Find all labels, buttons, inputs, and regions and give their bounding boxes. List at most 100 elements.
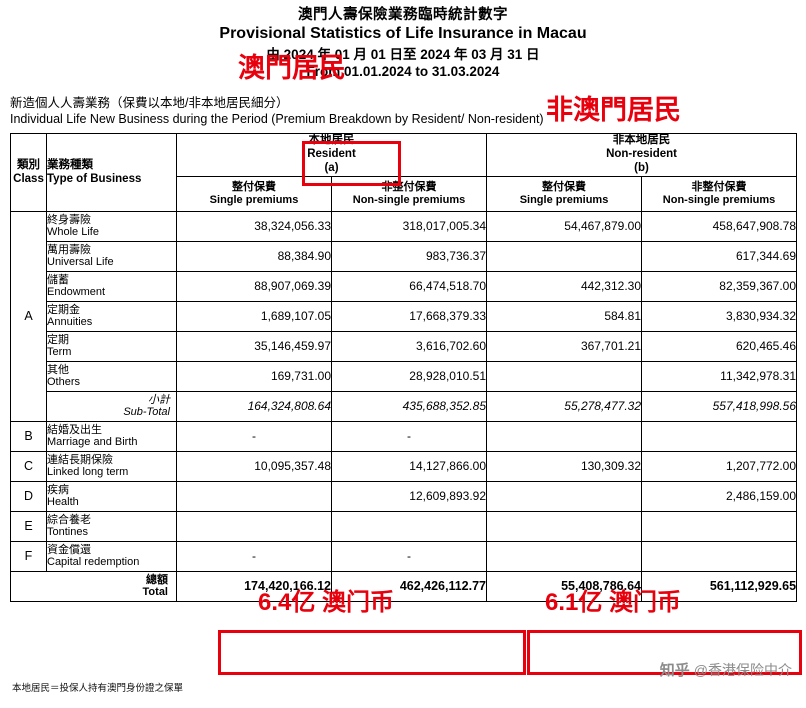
header-class-en: Class	[13, 172, 44, 185]
header-type-cn: 業務種類	[47, 158, 93, 171]
cell-value: 367,701.21	[486, 330, 643, 362]
class-letter-a: A	[10, 210, 47, 422]
cell-value	[486, 510, 643, 542]
cell-value	[486, 420, 643, 452]
table-row: 儲蓄 Endowment 88,907,069.39 66,474,518.70…	[11, 270, 798, 302]
cell-value	[641, 540, 798, 572]
header-res-single: 整付保費 Single premiums	[176, 175, 332, 212]
cell-value: 169,731.00	[176, 360, 332, 392]
header-class: 類別 Class	[10, 133, 47, 212]
cell-value: 88,384.90	[176, 240, 332, 272]
zhihu-logo: 知乎	[659, 662, 690, 679]
subtitle-en: Individual Life New Business during the …	[10, 112, 544, 127]
cell-value: 617,344.69	[641, 240, 798, 272]
row-label-total: 總額 Total	[10, 570, 177, 602]
cell-value: 28,928,010.51	[330, 360, 488, 392]
cell-value: 318,017,005.34	[330, 210, 488, 242]
cell-value	[486, 540, 643, 572]
watermark: 知乎 @香港保险中介	[660, 659, 792, 680]
cell-value: 38,324,056.33	[176, 210, 332, 242]
group-resident-en: Resident	[307, 148, 356, 161]
subtitle-cn: 新造個人人壽業務（保費以本地/非本地居民細分）	[10, 95, 289, 110]
cell-value	[641, 420, 798, 452]
document-header: 澳門人壽保險業務臨時統計數字 Provisional Statistics of…	[0, 0, 806, 81]
header-type-en: Type of Business	[47, 172, 142, 185]
cell-value: 1,689,107.05	[176, 300, 332, 332]
row-label: 資金償還 Capital redemption	[46, 540, 177, 572]
period-cn: 由 2024 年 01 月 01 日至 2024 年 03 月 31 日	[266, 47, 540, 63]
table-row: C 連結長期保險 Linked long term 10,095,357.48 …	[10, 450, 798, 482]
cell-value: 442,312.30	[486, 270, 643, 302]
table-row: 定期金 Annuities 1,689,107.05 17,668,379.33…	[11, 300, 798, 332]
group-resident-note: (a)	[324, 161, 339, 174]
table-row: E 綜合養老 Tontines	[10, 510, 798, 542]
table-row-subtotal: 小計 Sub-Total 164,324,808.64 435,688,352.…	[11, 390, 798, 422]
cell-value: 462,426,112.77	[330, 570, 488, 602]
header-class-cn: 類別	[17, 158, 40, 171]
cell-value: 584.81	[486, 300, 643, 332]
row-label: 連結長期保險 Linked long term	[46, 450, 177, 482]
table-header-row-groups: 類別 Class 業務種類 Type of Business 本地居民 Resi…	[10, 133, 798, 212]
table-row: 萬用壽險 Universal Life 88,384.90 983,736.37…	[11, 240, 798, 272]
cell-value: 35,146,459.97	[176, 330, 332, 362]
title-cn: 澳門人壽保險業務臨時統計數字	[298, 7, 508, 23]
cell-value: 2,486,159.00	[641, 480, 798, 512]
row-label: 結婚及出生 Marriage and Birth	[46, 420, 177, 452]
header-type: 業務種類 Type of Business	[46, 133, 177, 212]
cell-value: 55,278,477.32	[486, 390, 643, 422]
cell-value: 174,420,166.12	[176, 570, 332, 602]
cell-value: 3,830,934.32	[641, 300, 798, 332]
cell-value	[330, 510, 488, 542]
table-row: 其他 Others 169,731.00 28,928,010.51 11,34…	[11, 360, 798, 392]
cell-value: 66,474,518.70	[330, 270, 488, 302]
cell-value: 435,688,352.85	[330, 390, 488, 422]
table-row: F 資金償還 Capital redemption - -	[10, 540, 798, 572]
cell-value	[176, 480, 332, 512]
group-resident-cn: 本地居民	[308, 134, 355, 147]
header-group-resident: 本地居民 Resident (a)	[175, 133, 488, 177]
cell-value: -	[330, 540, 488, 572]
header-nonres-nonsingle: 非整付保費 Non-single premiums	[641, 175, 798, 212]
cell-value: 54,467,879.00	[486, 210, 643, 242]
row-label: 綜合養老 Tontines	[46, 510, 177, 542]
group-nonresident-note: (b)	[634, 161, 649, 174]
row-label: 定期 Term	[46, 330, 177, 362]
cell-value: 557,418,998.56	[641, 390, 798, 422]
cell-value: 3,616,702.60	[330, 330, 488, 362]
cell-value	[486, 360, 643, 392]
cell-value: 1,207,772.00	[641, 450, 798, 482]
table-row-total: 總額 Total 174,420,166.12 462,426,112.77 5…	[10, 570, 798, 602]
row-label: 定期金 Annuities	[46, 300, 177, 332]
class-letter-b: B	[10, 420, 47, 452]
header-nonres-single: 整付保費 Single premiums	[486, 175, 643, 212]
row-label: 萬用壽險 Universal Life	[46, 240, 177, 272]
cell-value: 12,609,893.92	[330, 480, 488, 512]
cell-value: 14,127,866.00	[330, 450, 488, 482]
cell-value: 17,668,379.33	[330, 300, 488, 332]
cell-value: 620,465.46	[641, 330, 798, 362]
cell-value: 983,736.37	[330, 240, 488, 272]
statistics-table: 類別 Class 業務種類 Type of Business 本地居民 Resi…	[10, 133, 798, 602]
cell-value: -	[176, 540, 332, 572]
cell-value: -	[176, 420, 332, 452]
footnote: 本地居民＝投保人持有澳門身份證之保單	[12, 683, 184, 694]
row-label: 疾病 Health	[46, 480, 177, 512]
group-nonresident-cn: 非本地居民	[612, 134, 671, 147]
cell-value: 164,324,808.64	[176, 390, 332, 422]
table-row: B 結婚及出生 Marriage and Birth - -	[10, 420, 798, 452]
header-res-nonsingle: 非整付保費 Non-single premiums	[330, 175, 488, 212]
row-label-subtotal: 小計 Sub-Total	[46, 390, 177, 422]
watermark-text: @香港保险中介	[693, 661, 792, 678]
cell-value: 88,907,069.39	[176, 270, 332, 302]
cell-value: 55,408,786.64	[486, 570, 643, 602]
cell-value: 82,359,367.00	[641, 270, 798, 302]
cell-value: 130,309.32	[486, 450, 643, 482]
cell-value	[641, 510, 798, 542]
cell-value: 11,342,978.31	[641, 360, 798, 392]
class-letter-e: E	[10, 510, 47, 542]
table-row: D 疾病 Health 12,609,893.92 2,486,159.00	[10, 480, 798, 512]
cell-value: 458,647,908.78	[641, 210, 798, 242]
cell-value	[486, 240, 643, 272]
class-letter-d: D	[10, 480, 47, 512]
